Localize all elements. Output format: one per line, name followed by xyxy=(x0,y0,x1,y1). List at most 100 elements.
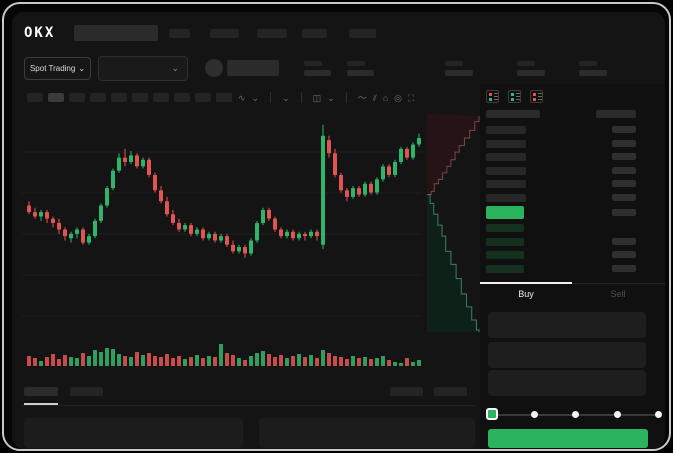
bottom-action-placeholder[interactable] xyxy=(434,387,467,396)
bid-price-placeholder[interactable] xyxy=(486,251,524,259)
book-view-asks-icon[interactable] xyxy=(530,90,543,103)
interval-more-chevron[interactable]: ⌄ xyxy=(282,92,290,103)
depth-area xyxy=(427,114,479,195)
volume-bar xyxy=(63,355,67,366)
volume-bar xyxy=(171,358,175,366)
candle-body xyxy=(213,233,217,241)
price-input-placeholder[interactable] xyxy=(488,312,646,338)
draw-tool-icon[interactable]: ⫽ xyxy=(372,92,377,103)
market-type-dropdown[interactable]: Spot Trading ⌄ xyxy=(24,57,91,80)
candlestick-chart[interactable] xyxy=(22,110,480,372)
icon-cell xyxy=(533,98,536,101)
candle-body xyxy=(249,240,253,254)
icon-cell xyxy=(494,96,498,97)
toolbar-separator xyxy=(270,92,272,103)
indicators-icon[interactable]: ◫ xyxy=(312,92,322,103)
slider-stop[interactable] xyxy=(655,411,662,418)
icon-cell xyxy=(538,99,542,100)
interval-button-active[interactable] xyxy=(48,93,64,102)
nav-item-placeholder[interactable] xyxy=(257,29,287,38)
volume-bar xyxy=(357,358,361,366)
stat-label-placeholder xyxy=(579,61,597,66)
interval-button[interactable] xyxy=(195,93,211,102)
volume-bar xyxy=(195,355,199,366)
fullscreen-icon[interactable]: ⛶ xyxy=(408,92,415,103)
buy-submit-button[interactable] xyxy=(488,429,648,448)
ask-price-placeholder[interactable] xyxy=(486,139,526,148)
volume-bar xyxy=(375,358,379,366)
candle-body xyxy=(399,148,403,162)
screenshot-icon[interactable]: ⌂ xyxy=(382,92,389,103)
ask-amount-placeholder xyxy=(612,166,636,174)
candle-body xyxy=(243,246,247,254)
candle-body xyxy=(27,205,31,213)
volume-bar xyxy=(291,356,295,366)
book-view-bids-icon[interactable] xyxy=(508,90,521,103)
book-header-amount-placeholder xyxy=(596,110,636,118)
interval-button[interactable] xyxy=(90,93,106,102)
ask-price-placeholder[interactable] xyxy=(486,126,526,134)
alert-icon[interactable]: ◎ xyxy=(394,92,403,103)
interval-button[interactable] xyxy=(153,93,169,102)
bid-amount-placeholder xyxy=(612,237,636,245)
interval-button[interactable] xyxy=(132,93,148,102)
bid-price-placeholder[interactable] xyxy=(486,264,524,273)
pair-selector-dropdown[interactable]: ⌄ xyxy=(98,56,188,81)
slider-stop[interactable] xyxy=(613,411,621,418)
volume-bar xyxy=(33,358,37,366)
chart-style-chevron[interactable]: ⌄ xyxy=(251,92,260,103)
indicators-chevron[interactable]: ⌄ xyxy=(327,92,335,103)
interval-button[interactable] xyxy=(111,93,127,102)
last-price-highlight[interactable] xyxy=(486,206,524,219)
slider-stop[interactable] xyxy=(530,411,538,418)
bottom-tab-active-placeholder[interactable] xyxy=(24,387,58,396)
ask-price-placeholder[interactable] xyxy=(486,166,526,175)
candle-body xyxy=(93,220,97,237)
tab-sell[interactable]: Sell xyxy=(572,289,664,299)
candle-body xyxy=(135,155,139,167)
slider-stop[interactable] xyxy=(572,411,579,418)
stat-label-placeholder xyxy=(347,61,365,66)
toolbar-separator xyxy=(345,92,347,103)
stat-label-placeholder xyxy=(445,61,463,66)
candle-body xyxy=(69,233,73,239)
ask-price-placeholder[interactable] xyxy=(486,153,526,161)
icon-cell xyxy=(538,93,542,94)
chart-style-icon[interactable]: ∿ xyxy=(238,92,246,103)
interval-button[interactable] xyxy=(27,93,43,102)
nav-item-placeholder[interactable] xyxy=(302,29,327,38)
ask-price-placeholder[interactable] xyxy=(486,193,526,202)
interval-button[interactable] xyxy=(216,93,232,102)
stat-value-placeholder xyxy=(579,70,607,76)
candle-body xyxy=(183,225,187,230)
volume-bar xyxy=(369,359,373,366)
volume-bar xyxy=(117,354,121,366)
amount-slider-handle[interactable] xyxy=(486,408,498,420)
amount-input-placeholder[interactable] xyxy=(488,342,646,368)
candle-body xyxy=(285,231,289,237)
bid-price-placeholder[interactable] xyxy=(486,224,524,232)
total-input-placeholder[interactable] xyxy=(488,370,646,396)
nav-item-placeholder[interactable] xyxy=(349,29,376,38)
ask-price-placeholder[interactable] xyxy=(486,180,526,188)
stat-value-placeholder xyxy=(517,70,545,76)
header-search-placeholder[interactable] xyxy=(74,25,158,41)
volume-bar xyxy=(69,357,73,366)
tab-buy[interactable]: Buy xyxy=(480,289,572,299)
nav-item-placeholder[interactable] xyxy=(169,29,190,38)
amount-placeholder xyxy=(612,209,636,216)
candle-body xyxy=(369,183,373,193)
candle-body xyxy=(273,218,277,230)
bid-price-placeholder[interactable] xyxy=(486,237,524,246)
interval-button[interactable] xyxy=(69,93,85,102)
okx-logo: OKX xyxy=(24,25,56,41)
book-view-both-icon[interactable] xyxy=(486,90,499,103)
line-tool-icon[interactable]: 〜 xyxy=(357,92,367,103)
stat-value-placeholder xyxy=(347,70,374,76)
bottom-tab-placeholder[interactable] xyxy=(70,387,103,396)
bottom-action-placeholder[interactable] xyxy=(390,387,423,396)
nav-item-placeholder[interactable] xyxy=(210,29,239,38)
candle-body xyxy=(393,161,397,176)
volume-bar xyxy=(135,352,139,366)
interval-button[interactable] xyxy=(174,93,190,102)
